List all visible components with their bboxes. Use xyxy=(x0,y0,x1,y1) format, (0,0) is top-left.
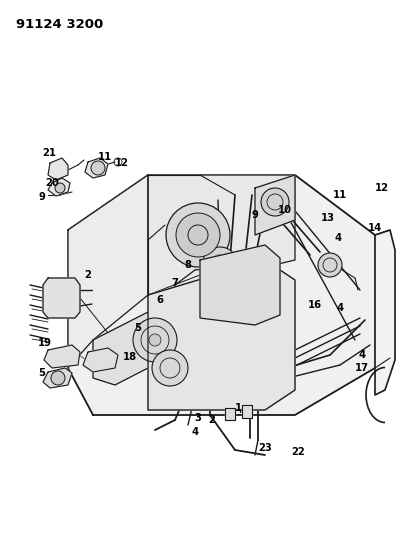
Text: 4: 4 xyxy=(191,427,199,437)
Polygon shape xyxy=(43,368,72,388)
Polygon shape xyxy=(83,348,118,372)
Text: 1: 1 xyxy=(234,403,242,413)
Text: 21: 21 xyxy=(42,148,56,158)
Polygon shape xyxy=(68,175,375,415)
Circle shape xyxy=(318,253,342,277)
Circle shape xyxy=(202,247,238,283)
Text: 13: 13 xyxy=(321,213,335,223)
Text: 8: 8 xyxy=(185,260,191,270)
Text: 19: 19 xyxy=(38,338,52,348)
Polygon shape xyxy=(375,230,395,395)
Polygon shape xyxy=(93,312,148,385)
Polygon shape xyxy=(148,260,295,410)
Polygon shape xyxy=(68,175,148,368)
Circle shape xyxy=(176,213,220,257)
Text: 23: 23 xyxy=(258,443,272,453)
Circle shape xyxy=(166,203,230,267)
Text: 14: 14 xyxy=(368,223,382,233)
Text: 7: 7 xyxy=(172,278,178,288)
Text: 11: 11 xyxy=(98,152,112,162)
Polygon shape xyxy=(242,405,252,418)
Polygon shape xyxy=(48,178,70,196)
Circle shape xyxy=(261,188,289,216)
Text: 4: 4 xyxy=(359,350,365,360)
Text: 91124 3200: 91124 3200 xyxy=(16,18,103,31)
Text: 12: 12 xyxy=(375,183,389,193)
Text: 5: 5 xyxy=(39,368,45,378)
Circle shape xyxy=(152,350,188,386)
Text: 22: 22 xyxy=(291,447,305,457)
Text: 17: 17 xyxy=(355,363,369,373)
Polygon shape xyxy=(43,278,80,318)
Text: 2: 2 xyxy=(84,270,92,280)
Text: 9: 9 xyxy=(252,210,258,220)
Text: 16: 16 xyxy=(308,300,322,310)
Circle shape xyxy=(133,318,177,362)
Text: 4: 4 xyxy=(336,303,343,313)
Polygon shape xyxy=(85,158,108,178)
Text: 9: 9 xyxy=(39,192,45,202)
Text: 12: 12 xyxy=(115,158,129,168)
Text: 5: 5 xyxy=(135,323,142,333)
Polygon shape xyxy=(225,408,235,420)
Polygon shape xyxy=(44,345,80,368)
Circle shape xyxy=(91,161,105,175)
Circle shape xyxy=(55,183,65,193)
Text: 20: 20 xyxy=(45,178,59,188)
Text: 11: 11 xyxy=(333,190,347,200)
Text: 3: 3 xyxy=(195,413,201,423)
Text: 10: 10 xyxy=(278,205,292,215)
Text: 6: 6 xyxy=(156,295,164,305)
Text: 18: 18 xyxy=(123,352,137,362)
Polygon shape xyxy=(200,245,280,325)
Polygon shape xyxy=(48,158,68,180)
Polygon shape xyxy=(148,175,295,295)
Polygon shape xyxy=(255,175,295,235)
Text: 4: 4 xyxy=(334,233,341,243)
Circle shape xyxy=(51,371,65,385)
Text: 2: 2 xyxy=(209,415,215,425)
Circle shape xyxy=(149,334,161,346)
